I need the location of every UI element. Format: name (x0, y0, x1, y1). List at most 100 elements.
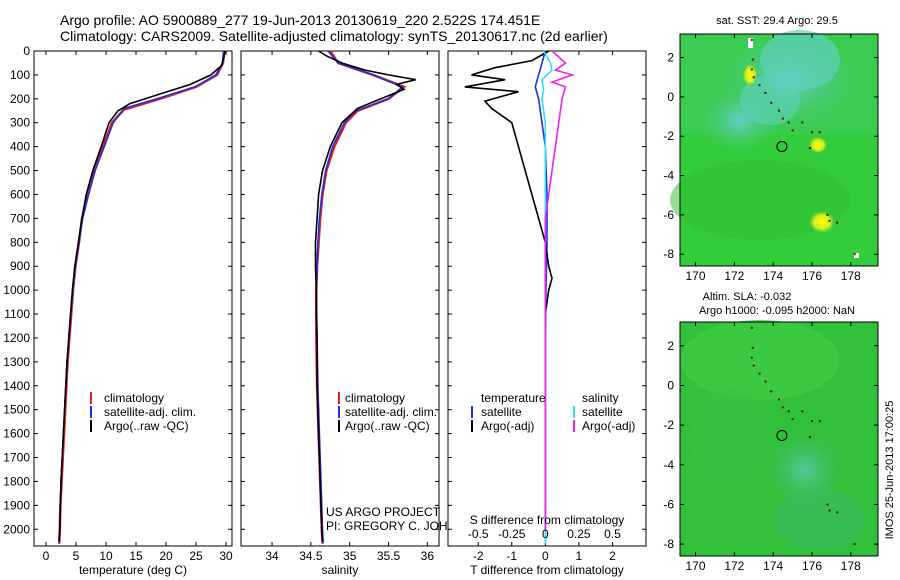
x-tick-label: 36 (421, 549, 435, 563)
x-tick-label: -1 (506, 549, 517, 563)
salinity-x-label: salinity (322, 563, 359, 577)
x-tick-label: -2 (473, 549, 484, 563)
map-lon-label: 176 (802, 559, 822, 573)
map-lon-label: 176 (802, 269, 822, 283)
x-tick-label: 0 (542, 549, 549, 563)
legend-label-argo: Argo(..raw -QC) (104, 419, 189, 433)
depth-tick-label: 400 (10, 140, 30, 154)
island-dot (809, 436, 812, 439)
map-lon-label: 178 (841, 559, 861, 573)
temperature-panel: 0100200300400500600700800900100011001200… (3, 44, 233, 577)
map-lat-label: -2 (663, 418, 674, 432)
salinity-panel: 34 34.5 35 35.5 36 salinity climatology sate… (240, 50, 482, 577)
depth-tick-label: 900 (10, 259, 30, 273)
island-dot (828, 509, 831, 512)
island-dot (801, 410, 804, 413)
s-difference-tick-labels: -0.5 -0.25 0 0.25 0.5 (468, 527, 621, 541)
sla-map-frame (679, 321, 879, 557)
sst-map-coastline (750, 38, 856, 256)
depth-tick-label: 800 (10, 235, 30, 249)
difference-y-ticks (448, 50, 646, 530)
s-diff-tick-label: -0.25 (498, 527, 526, 541)
map-lat-label: -8 (663, 247, 674, 261)
island-dot (787, 410, 790, 413)
island-dot (752, 364, 755, 367)
depth-tick-label: 1900 (3, 498, 30, 512)
map-lat-label: -4 (663, 169, 674, 183)
depth-tick-label: 1200 (3, 331, 30, 345)
x-tick-label: 15 (129, 549, 143, 563)
map-lon-label: 172 (724, 559, 744, 573)
temperature-x-label: temperature (deg C) (79, 563, 187, 577)
island-dot (750, 326, 753, 329)
depth-tick-label: 2000 (3, 522, 30, 536)
difference-series (464, 50, 575, 544)
depth-tick-label: 1800 (3, 474, 30, 488)
series-line-2 (58, 50, 226, 542)
sst-map-frame (679, 33, 879, 267)
island-dot (750, 356, 753, 359)
series-line-2 (314, 50, 416, 542)
island-dot (791, 129, 794, 132)
island-dot (826, 213, 829, 216)
temperature-legend: climatology satellite-adj. clim. Argo(..… (90, 391, 196, 433)
island-dot (818, 420, 821, 423)
depth-tick-label: 1300 (3, 355, 30, 369)
float-position-marker (776, 141, 788, 153)
x-tick-label: 20 (159, 549, 173, 563)
island-dot (781, 406, 784, 409)
sla-map-title-1: Altim. SLA: -0.032 (703, 291, 792, 303)
depth-tick-label: 300 (10, 116, 30, 130)
x-tick-label: 35.5 (377, 549, 401, 563)
depth-tick-label: 1500 (3, 403, 30, 417)
map-lat-label: -6 (663, 208, 674, 222)
island-dot (764, 380, 767, 383)
legend-label-s-argo: Argo(-adj) (582, 419, 635, 433)
x-tick-label: 35 (343, 549, 357, 563)
island-dot (758, 372, 761, 375)
x-tick-label: 30 (219, 549, 233, 563)
sst-map-patterns (670, 30, 878, 258)
legend-label-t-argo: Argo(-adj) (481, 419, 534, 433)
island-dot (778, 398, 780, 401)
s-diff-tick-label: 0.25 (567, 527, 591, 541)
island-dot (811, 420, 813, 423)
island-dot (787, 121, 790, 124)
difference-panel: -2 -1 0 1 2 T difference from climatology S … (447, 50, 647, 577)
island-dot (764, 91, 767, 94)
sla-map-title-2: Argo h1000: -0.095 h2000: NaN (699, 305, 855, 317)
sla-map-axes: 170 172 174 176 178 2 0 -2 -4 -6 -8 (663, 322, 878, 573)
project-annotation: US ARGO PROJECT (326, 505, 441, 519)
depth-tick-label: 1100 (4, 307, 30, 321)
s-diff-tick-label: 0 (542, 527, 549, 541)
sla-map-patterns (680, 320, 865, 550)
pi-annotation: PI: GREGORY C. JOHNSON (326, 519, 482, 533)
island-dot (751, 58, 754, 61)
island-dot (801, 121, 804, 124)
island-dot (836, 221, 839, 224)
temperature-x-axis: 0 5 10 15 20 25 30 (43, 51, 233, 563)
map-lon-label: 170 (686, 269, 706, 283)
legend-label-s-satellite: satellite (582, 405, 623, 419)
island-dot (818, 131, 821, 134)
island-dot (750, 68, 753, 71)
sst-map-title: sat. SST: 29.4 Argo: 29.5 (716, 15, 838, 27)
x-tick-label: 10 (99, 549, 113, 563)
island-dot (791, 418, 794, 421)
salinity-y-ticks (241, 50, 439, 530)
s-diff-tick-label: 0.5 (604, 527, 621, 541)
x-tick-label: 0 (43, 549, 50, 563)
island-dot (853, 543, 856, 546)
map-lat-label: 0 (667, 378, 674, 392)
depth-tick-label: 0 (23, 44, 30, 58)
depth-tick-label: 1600 (3, 427, 30, 441)
x-tick-label: 34 (265, 549, 279, 563)
x-tick-label: 34.5 (299, 549, 323, 563)
climatology-title: Climatology: CARS2009. Satellite-adjuste… (60, 28, 608, 44)
depth-tick-label: 500 (10, 164, 30, 178)
map-lat-label: -8 (663, 537, 674, 551)
island-dot (752, 76, 755, 79)
island-dot (853, 253, 856, 256)
legend-header-salinity: salinity (582, 391, 619, 405)
